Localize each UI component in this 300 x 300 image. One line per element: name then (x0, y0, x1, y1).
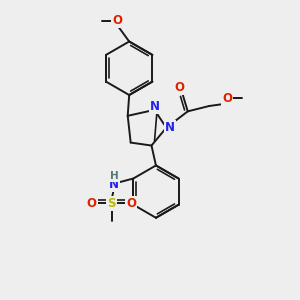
Text: O: O (222, 92, 232, 105)
Text: N: N (165, 121, 175, 134)
Text: O: O (112, 14, 122, 27)
Text: H: H (110, 172, 118, 182)
Text: N: N (150, 100, 160, 113)
Text: N: N (109, 178, 119, 191)
Text: O: O (87, 197, 97, 210)
Text: O: O (126, 197, 136, 210)
Text: O: O (174, 81, 184, 94)
Text: S: S (107, 197, 116, 210)
